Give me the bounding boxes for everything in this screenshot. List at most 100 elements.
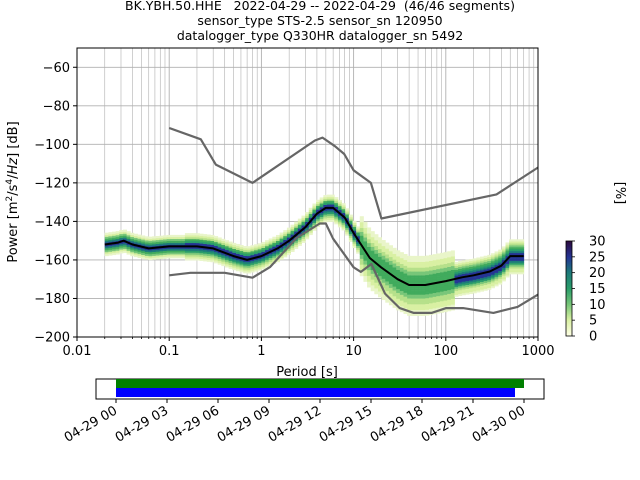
psd-cell bbox=[403, 253, 408, 257]
psd-cell bbox=[301, 238, 306, 241]
psd-cell bbox=[450, 300, 455, 303]
psd-cell bbox=[184, 235, 189, 238]
psd-cell bbox=[439, 268, 444, 271]
psd-cell bbox=[286, 231, 291, 234]
psd-cell bbox=[436, 257, 441, 260]
psd-cell bbox=[465, 286, 470, 289]
psd-cell bbox=[235, 249, 240, 252]
psd-cell bbox=[469, 291, 474, 295]
psd-cell bbox=[108, 234, 113, 237]
psd-cell bbox=[414, 296, 419, 299]
psd-cell bbox=[385, 246, 390, 249]
psd-cell bbox=[246, 261, 251, 264]
psd-cell bbox=[377, 295, 383, 298]
psd-cell bbox=[166, 248, 171, 251]
psd-cell bbox=[381, 263, 386, 266]
psd-cell bbox=[392, 299, 397, 303]
psd-cell bbox=[159, 235, 164, 238]
psd-cell bbox=[133, 239, 138, 242]
psd-cell bbox=[458, 266, 463, 270]
psd-cell bbox=[341, 203, 346, 206]
psd-cell bbox=[326, 213, 332, 217]
psd-cell bbox=[501, 277, 506, 280]
psd-cell bbox=[439, 293, 444, 296]
psd-cell bbox=[392, 255, 397, 258]
psd-cell bbox=[432, 306, 437, 309]
psd-cell bbox=[203, 239, 208, 243]
psd-cell bbox=[257, 266, 262, 269]
chart-title-line-1: BK.YBH.50.HHE 2022-04-29 -- 2022-04-29 (… bbox=[125, 0, 515, 13]
psd-cell bbox=[421, 298, 426, 301]
psd-cell bbox=[173, 236, 179, 240]
psd-cell bbox=[312, 220, 317, 224]
psd-cell bbox=[184, 256, 189, 259]
psd-cell bbox=[323, 212, 328, 215]
psd-cell bbox=[450, 271, 455, 274]
psd-cell bbox=[235, 267, 240, 270]
psd-cell bbox=[381, 240, 386, 243]
psd-cell bbox=[472, 260, 477, 263]
psd-cell bbox=[173, 240, 179, 243]
psd-cell bbox=[410, 309, 415, 313]
psd-cell bbox=[490, 253, 495, 256]
psd-cell bbox=[490, 272, 495, 275]
psd-cell bbox=[396, 281, 401, 284]
psd-cell bbox=[385, 250, 390, 253]
psd-cell bbox=[279, 232, 284, 235]
psd-cell bbox=[505, 269, 510, 272]
psd-cell bbox=[432, 288, 437, 292]
psd-cell bbox=[363, 237, 368, 240]
psd-cell bbox=[152, 238, 157, 241]
psd-cell bbox=[516, 262, 521, 265]
psd-cell bbox=[130, 248, 135, 251]
psd-cell bbox=[381, 293, 386, 297]
psd-cell bbox=[388, 291, 393, 294]
psd-cell bbox=[334, 214, 339, 217]
psd-cell bbox=[403, 306, 408, 309]
timeline-tick-label: 04-29 09 bbox=[215, 403, 273, 445]
psd-cell bbox=[330, 194, 335, 197]
psd-cell bbox=[337, 207, 342, 211]
timeline-tick-label: 04-29 03 bbox=[113, 403, 171, 445]
psd-cell bbox=[425, 309, 430, 312]
psd-cell bbox=[148, 240, 153, 243]
psd-cell bbox=[115, 250, 120, 253]
psd-cell bbox=[461, 289, 466, 292]
psd-cell bbox=[469, 282, 474, 285]
psd-cell bbox=[418, 280, 423, 284]
psd-cell bbox=[108, 243, 113, 246]
psd-cell bbox=[421, 305, 426, 309]
psd-cell bbox=[483, 269, 488, 272]
probability-heatmap bbox=[104, 194, 525, 316]
psd-cell bbox=[418, 302, 423, 305]
timeline-tick-label: 04-29 18 bbox=[368, 403, 426, 445]
psd-cell bbox=[359, 220, 364, 223]
psd-cell bbox=[377, 271, 383, 275]
psd-cell bbox=[235, 263, 240, 266]
psd-cell bbox=[316, 219, 321, 222]
psd-cell bbox=[392, 270, 397, 274]
psd-cell bbox=[374, 249, 379, 252]
psd-cell bbox=[141, 247, 146, 250]
psd-cell bbox=[392, 249, 397, 252]
psd-cell bbox=[392, 269, 397, 272]
psd-cell bbox=[261, 265, 266, 268]
psd-cell bbox=[363, 254, 368, 257]
psd-cell bbox=[359, 241, 364, 244]
psd-cell bbox=[509, 260, 514, 263]
psd-cell bbox=[115, 236, 120, 240]
psd-cell bbox=[239, 252, 244, 255]
psd-cell bbox=[348, 239, 353, 242]
psd-cell bbox=[199, 247, 204, 250]
psd-cell bbox=[432, 308, 437, 311]
psd-cell bbox=[399, 298, 404, 301]
psd-cell bbox=[188, 246, 193, 249]
psd-cell bbox=[465, 280, 470, 284]
psd-cell bbox=[297, 243, 302, 246]
psd-cell bbox=[498, 278, 503, 281]
psd-cell bbox=[403, 292, 408, 295]
psd-cell bbox=[403, 263, 408, 266]
psd-cell bbox=[374, 234, 379, 237]
psd-cell bbox=[509, 258, 514, 261]
psd-cell bbox=[112, 233, 117, 236]
